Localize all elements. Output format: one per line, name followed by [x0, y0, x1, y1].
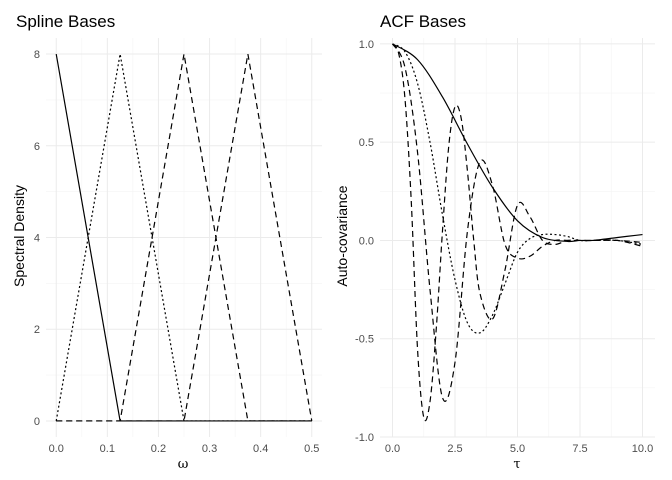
y-tick-label: 6 [34, 141, 40, 153]
series-layer [55, 53, 313, 422]
y-axis-label: Auto-covariance [334, 185, 350, 286]
x-tick-label: 0.5 [304, 443, 319, 455]
x-tick-labels: 0.0 0.1 0.2 0.3 0.4 0.5 [49, 443, 320, 455]
x-tick-label: 0.0 [385, 443, 400, 455]
x-tick-label: 0.4 [253, 443, 268, 455]
y-tick-labels: -1.0 -0.5 0.0 0.5 1.0 [355, 39, 374, 444]
y-tick-label: 1.0 [359, 39, 374, 51]
acf-bases-panel: ACF Bases 0.0 2.5 5.0 7.5 10.0 -1.0-0.50.00.… [334, 12, 655, 472]
x-tick-label: 2.5 [447, 443, 462, 455]
y-tick-labels: 0 2 4 6 8 [34, 49, 40, 428]
x-axis-label: ω [178, 457, 189, 472]
x-tick-label: 0.1 [100, 443, 115, 455]
y-tick-label: 2 [34, 324, 40, 336]
y-axis-label: Spectral Density [11, 185, 27, 287]
x-tick-label: 10.0 [632, 443, 653, 455]
y-tick-label: -1.0 [355, 432, 374, 444]
y-tick-label: 8 [34, 49, 40, 61]
grid [46, 38, 322, 437]
x-tick-label: 0.3 [202, 443, 217, 455]
series-line-4 [391, 43, 643, 422]
series-line-4 [56, 53, 313, 422]
y-tick-label: 0.0 [359, 235, 374, 247]
series-layer [391, 43, 643, 422]
x-tick-label: 5.0 [510, 443, 525, 455]
series-line-2 [392, 43, 643, 334]
y-tick-label: 4 [34, 233, 40, 245]
y-tick-label: -0.5 [355, 334, 374, 346]
y-tick-label: 0 [34, 416, 40, 428]
panel-title: ACF Bases [380, 12, 466, 31]
x-tick-label: 0.2 [151, 443, 166, 455]
x-tick-label: 0.0 [49, 443, 64, 455]
x-tick-label: 7.5 [572, 443, 587, 455]
panel-title: Spline Bases [16, 12, 115, 31]
y-tick-label: 0.5 [359, 137, 374, 149]
x-tick-labels: 0.0 2.5 5.0 7.5 10.0 [385, 443, 653, 455]
x-axis-label: τ [513, 457, 520, 472]
